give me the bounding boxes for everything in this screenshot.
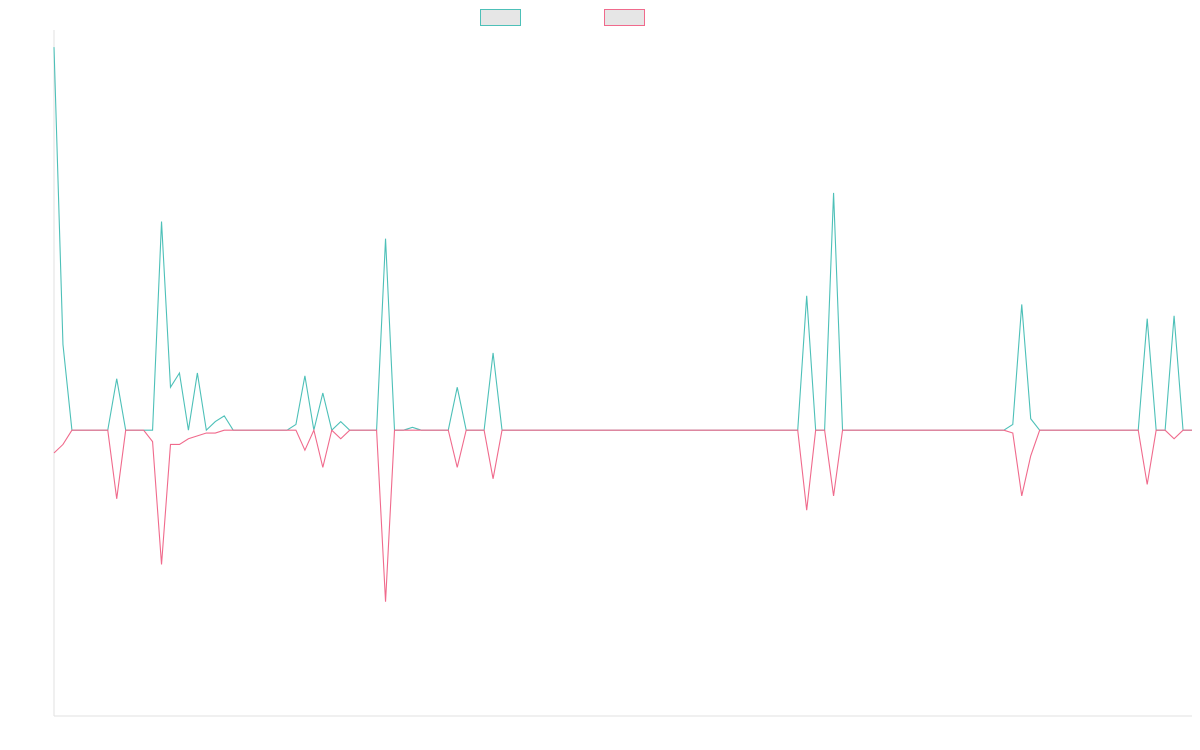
legend-swatch-2[interactable] [604, 9, 645, 26]
legend-swatch-1[interactable] [480, 9, 521, 26]
plot-area [53, 47, 1192, 602]
series-line-1 [53, 47, 1192, 432]
legend[interactable] [480, 9, 645, 26]
series-line-2 [53, 428, 1192, 602]
axes [53, 30, 1192, 717]
